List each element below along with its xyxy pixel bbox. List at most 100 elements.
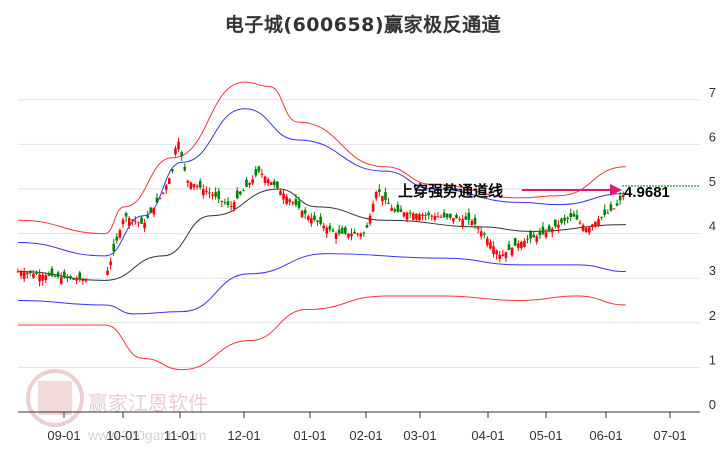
candle	[495, 250, 498, 255]
candle	[183, 166, 187, 171]
candle	[368, 215, 372, 224]
candle	[291, 202, 295, 204]
candle	[134, 220, 137, 222]
annotation-value: 4.9681	[624, 184, 670, 201]
candle	[118, 230, 122, 238]
x-tick-label: 02-01	[349, 428, 382, 443]
band-outer_upper	[17, 81, 626, 235]
candle	[115, 236, 119, 241]
candle	[223, 202, 227, 204]
candle	[50, 268, 54, 276]
candle	[458, 218, 461, 220]
candle	[124, 212, 128, 217]
candle	[47, 272, 51, 276]
candle	[347, 233, 350, 238]
candle	[492, 246, 495, 255]
candle	[498, 254, 502, 259]
candle	[232, 202, 236, 210]
candle	[303, 210, 307, 214]
candle	[276, 181, 279, 188]
candle	[479, 231, 483, 237]
channel-bands	[17, 81, 626, 371]
watermark: 赢家江恩软件 www.360gann.com	[26, 369, 208, 443]
candle	[189, 182, 193, 189]
candle	[569, 213, 573, 218]
candlesticks	[16, 137, 625, 287]
candle	[377, 189, 381, 192]
breakout-annotation: 上穿强势通道线 4.9681	[398, 182, 670, 201]
candle	[597, 219, 600, 226]
candle	[609, 204, 613, 211]
band-inner_lower	[17, 253, 626, 315]
candle	[195, 185, 199, 187]
candle	[449, 213, 452, 218]
candle	[331, 229, 335, 232]
candle	[322, 225, 326, 229]
candle	[433, 215, 437, 220]
candle	[328, 225, 332, 230]
x-tick-label: 09-01	[47, 428, 80, 443]
candle	[467, 212, 471, 220]
candle	[266, 179, 270, 184]
candle	[615, 203, 619, 206]
candle	[130, 219, 134, 221]
candle	[532, 234, 535, 238]
candle	[584, 228, 588, 233]
x-tick-label: 03-01	[403, 428, 436, 443]
candle	[235, 190, 239, 199]
y-tick-label: 4	[709, 219, 716, 234]
candle	[489, 242, 492, 249]
candle	[319, 216, 322, 224]
candle	[563, 217, 566, 221]
candle	[621, 194, 625, 198]
candle	[16, 271, 20, 273]
x-tick-label: 12-01	[227, 428, 260, 443]
candle	[137, 222, 140, 224]
candle	[164, 185, 168, 190]
candle	[455, 214, 458, 219]
candle	[143, 222, 146, 229]
candle	[415, 213, 418, 220]
candle	[575, 215, 579, 220]
band-inner_upper	[17, 108, 626, 257]
candle	[155, 197, 159, 203]
candle	[149, 207, 153, 213]
arrow-head-icon	[610, 184, 622, 196]
candle	[393, 209, 397, 212]
candle	[504, 252, 508, 258]
candle	[402, 212, 406, 217]
candle	[554, 219, 557, 227]
candle	[248, 183, 251, 185]
gridlines	[18, 99, 700, 368]
candle	[427, 212, 431, 216]
candle	[513, 237, 517, 246]
candle	[282, 193, 285, 200]
x-axis: 09-01 10-01 11-01 12-01 01-01 02-01 03-01 04-01…	[47, 412, 687, 443]
candle	[313, 215, 316, 221]
candle	[365, 225, 369, 228]
candle	[442, 212, 446, 218]
candle	[384, 192, 387, 200]
candle	[254, 169, 258, 176]
y-tick-label: 2	[709, 308, 716, 323]
candle	[560, 218, 563, 223]
candle	[35, 273, 38, 275]
candle	[482, 233, 486, 235]
candle	[263, 176, 267, 183]
candle	[452, 218, 455, 222]
candle	[177, 141, 180, 150]
candle	[180, 152, 183, 156]
candle	[229, 205, 233, 207]
candle	[374, 191, 378, 199]
candle	[520, 241, 523, 248]
candle	[544, 232, 548, 238]
chart-title: 电子城(600658)赢家极反通道	[224, 14, 502, 36]
candle	[220, 200, 224, 202]
candle	[390, 207, 393, 211]
candle	[29, 270, 32, 274]
candle	[38, 274, 41, 282]
candle	[578, 222, 582, 224]
candle	[501, 254, 505, 256]
candle	[350, 233, 353, 236]
candle	[344, 227, 347, 234]
